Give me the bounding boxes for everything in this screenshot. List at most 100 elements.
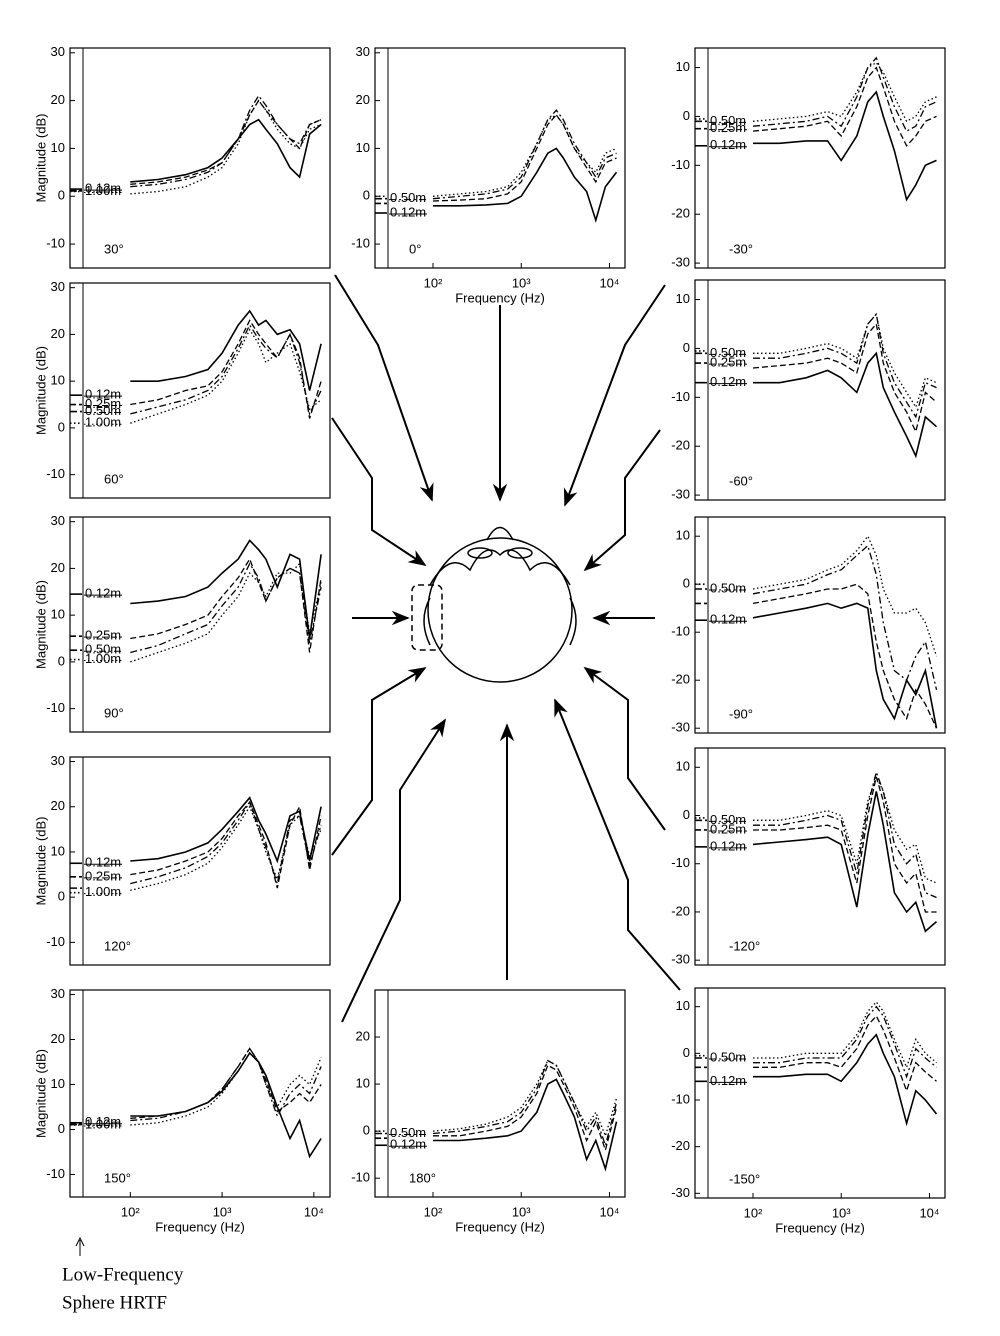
arrows <box>331 274 681 1023</box>
y-tick-label: -20 <box>671 903 690 918</box>
series-label: 0.12m <box>85 181 121 196</box>
series-line <box>753 776 937 913</box>
y-tick-label: -10 <box>671 1091 690 1106</box>
y-tick-label: 30 <box>51 513 65 528</box>
series-line <box>130 323 322 416</box>
y-tick-label: 20 <box>51 560 65 575</box>
series-label: 0.12m <box>710 838 746 853</box>
series-line <box>752 56 937 132</box>
x-tick-label: 10² <box>424 275 443 290</box>
plot-frame <box>694 987 946 1199</box>
y-tick-label: 10 <box>676 59 690 74</box>
series-line <box>130 800 322 885</box>
y-tick-label: -10 <box>671 157 690 172</box>
y-axis-label: Magnitude (dB) <box>33 346 48 435</box>
y-axis-label: Magnitude (dB) <box>33 1049 48 1138</box>
series-line <box>130 539 322 639</box>
x-tick-label: 10⁴ <box>304 1204 324 1219</box>
y-tick-label: 20 <box>51 1031 65 1046</box>
y-tick-label: -10 <box>351 1170 370 1185</box>
panel: -30 -20 -10 0 10 10² 10³ 10⁴ Frequency (Hz) -150°… <box>671 987 946 1235</box>
x-tick-label: 10³ <box>512 275 531 290</box>
panel-annotation: -30° <box>729 241 753 256</box>
plot-frame <box>694 279 946 501</box>
series-label: 0.12m <box>85 586 121 601</box>
series-line <box>130 1051 322 1126</box>
plot-frame <box>694 747 946 966</box>
y-tick-label: -10 <box>46 236 65 251</box>
panel-annotation: 90° <box>104 705 124 720</box>
y-tick-label: -10 <box>46 1166 65 1181</box>
series-label: 0.12m <box>710 612 746 627</box>
x-tick-label: 10² <box>744 1205 763 1220</box>
y-tick-label: 30 <box>51 279 65 294</box>
panel-annotation: 60° <box>104 471 124 486</box>
y-tick-label: -20 <box>671 206 690 221</box>
y-tick-label: 10 <box>676 998 690 1013</box>
series-label: 0.12m <box>710 374 746 389</box>
series-label: 0.12m <box>390 204 426 219</box>
series-label: 0.12m <box>710 137 746 152</box>
series-line <box>753 1000 937 1070</box>
y-axis-label: Magnitude (dB) <box>33 114 48 203</box>
y-tick-label: -30 <box>671 487 690 502</box>
y-tick-label: 10 <box>676 528 690 543</box>
panel: -10 0 10 20 30 Magnitude (dB) 60° 0.12m0.25m0.5… <box>33 279 331 499</box>
plot-frame <box>694 516 946 734</box>
series-label: 0.25m <box>710 821 746 836</box>
series-label: 0.50m <box>85 403 121 418</box>
series-line <box>753 312 937 409</box>
series-label: 0.50m <box>390 1125 426 1140</box>
series-line <box>752 61 937 123</box>
head <box>411 526 577 683</box>
series-label: 0.50m <box>710 1049 746 1064</box>
series-label: 0.50m <box>710 113 746 128</box>
y-tick-label: 10 <box>51 1076 65 1091</box>
note-line: Low-Frequency <box>62 1264 184 1285</box>
y-tick-label: -10 <box>671 389 690 404</box>
y-tick-label: -10 <box>46 934 65 949</box>
series-line <box>130 99 322 195</box>
series-label: 0.12m <box>85 1114 121 1129</box>
panel: -10 0 10 20 30 Magnitude (dB) 120° 0.12m0.25m1.… <box>33 753 331 966</box>
series-line <box>130 1047 322 1122</box>
y-tick-label: 0 <box>58 1121 65 1136</box>
note: Low-Frequency Sphere HRTF <box>62 1236 184 1313</box>
y-tick-label: -30 <box>671 255 690 270</box>
y-tick-label: 10 <box>51 843 65 858</box>
x-tick-label: 10⁴ <box>599 1204 619 1219</box>
panel: -30 -20 -10 0 10 -90° 0.12m 0.50m <box>671 516 946 735</box>
series-label: 0.12m <box>85 855 121 870</box>
y-tick-label: 0 <box>58 188 65 203</box>
series-label: 0.12m <box>710 1073 746 1088</box>
series-line <box>753 1005 937 1079</box>
y-tick-label: 30 <box>51 753 65 768</box>
series-line <box>130 94 322 188</box>
series-label: 1.00m <box>85 884 121 899</box>
series-label: 0.25m <box>85 396 121 411</box>
y-tick-label: 20 <box>51 798 65 813</box>
panel-annotation: 30° <box>104 241 124 256</box>
y-tick-label: 20 <box>356 92 370 107</box>
series-line <box>130 796 322 864</box>
x-tick-label: 10³ <box>832 1205 851 1220</box>
plot-frame <box>374 47 626 269</box>
plot-frame <box>69 282 331 499</box>
series-line <box>130 319 322 419</box>
series-line <box>753 312 937 419</box>
series-line <box>432 114 617 197</box>
y-tick-label: 20 <box>51 326 65 341</box>
series-line <box>753 1033 938 1127</box>
series-label: 0.25m <box>710 120 746 135</box>
panel-annotation: -150° <box>729 1171 760 1186</box>
series-label: 0.50m <box>710 580 746 595</box>
series-line <box>752 66 937 147</box>
y-tick-label: -10 <box>671 624 690 639</box>
panel: -10 0 10 20 30 Magnitude (dB) 90° 0.12m 0.25m0.5… <box>33 513 331 733</box>
plot-frame <box>69 47 331 269</box>
series-line <box>130 118 322 183</box>
y-axis-label: Magnitude (dB) <box>33 580 48 669</box>
